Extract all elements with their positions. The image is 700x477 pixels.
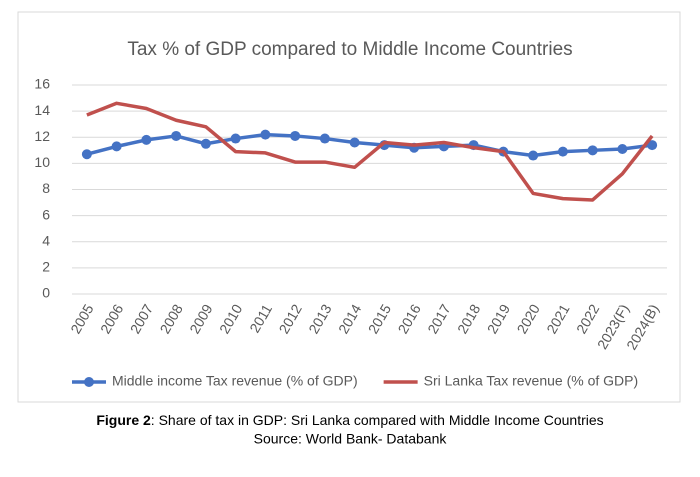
point [587, 145, 598, 156]
caption-text: : Share of tax in GDP: Sri Lanka compare… [151, 412, 604, 428]
y-tick-label: 8 [42, 180, 50, 196]
point [171, 130, 182, 141]
point [557, 146, 568, 157]
caption: Figure 2: Share of tax in GDP: Sri Lanka… [96, 412, 603, 428]
point [260, 129, 271, 140]
y-tick-label: 2 [42, 259, 50, 275]
point [617, 144, 628, 155]
chart-border [17, 11, 681, 403]
point [141, 134, 152, 145]
legend-label: Sri Lanka Tax revenue (% of GDP) [424, 373, 639, 389]
y-tick-label: 4 [42, 232, 50, 248]
legend-label: Middle income Tax revenue (% of GDP) [112, 373, 358, 389]
point [230, 133, 241, 144]
y-tick-label: 16 [34, 76, 50, 92]
point [200, 138, 211, 149]
point [290, 130, 301, 141]
source: Source: World Bank- Databank [254, 431, 448, 447]
legend-marker [84, 377, 94, 387]
point [81, 149, 92, 160]
series-line [86, 101, 654, 202]
y-tick-label: 10 [34, 154, 50, 170]
point [349, 137, 360, 148]
point [111, 141, 122, 152]
point [647, 140, 658, 151]
series-line [86, 132, 653, 158]
point [319, 133, 330, 144]
y-tick-label: 14 [34, 102, 50, 118]
y-tick-label: 0 [42, 285, 50, 301]
y-tick-label: 6 [42, 206, 50, 222]
chart-title: Tax % of GDP compared to Middle Income C… [127, 39, 572, 60]
point [528, 150, 539, 161]
caption-label: Figure 2 [96, 412, 151, 428]
y-tick-label: 12 [34, 128, 50, 144]
